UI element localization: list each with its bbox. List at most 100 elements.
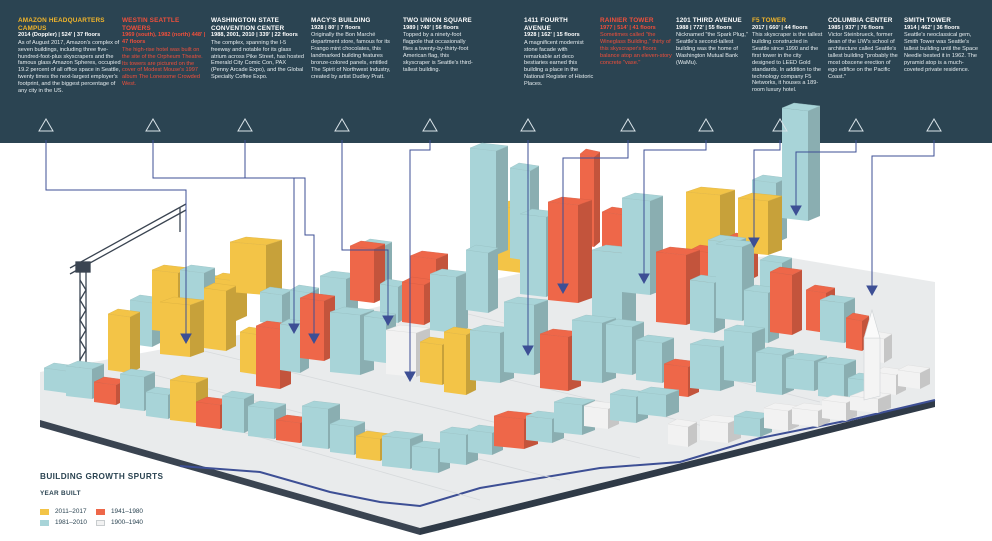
legend-title: BUILDING GROWTH SPURTS — [40, 472, 164, 481]
callout-smith-tower: SMITH TOWER 1914 | 462' | 36 floors Seat… — [904, 17, 978, 74]
building — [637, 386, 680, 417]
callout-description: Topped by a ninety-foot flagpole that oc… — [403, 32, 473, 73]
legend: BUILDING GROWTH SPURTS YEAR BUILT 2011–2… — [40, 472, 164, 526]
leader-line — [45, 140, 187, 342]
leader-arrow — [180, 333, 192, 345]
callout-triangle — [848, 118, 864, 132]
legend-swatch-yellow — [40, 508, 49, 515]
callout-description: Originally the Bon Marché department sto… — [311, 32, 391, 80]
callout-meta: 1985 | 937' | 76 floors — [828, 24, 884, 31]
leader-lines — [45, 140, 935, 383]
building — [539, 328, 582, 391]
callout-title: AMAZON HEADQUARTERS CAMPUS — [18, 17, 105, 32]
building — [349, 240, 386, 303]
callout-description: Sometimes called "the Wineglass Building… — [600, 32, 672, 66]
callout-triangle — [926, 118, 942, 132]
construction-crane — [69, 203, 187, 368]
legend-item: 2011–2017 — [40, 508, 87, 515]
smith-tower-shape — [863, 308, 881, 401]
callout-meta: 1969 (south), 1982 (north) 448' | 47 flo… — [122, 32, 206, 46]
header-band — [0, 0, 992, 143]
legend-label: 1941–1980 — [111, 508, 143, 515]
legend-item: 1941–1980 — [96, 508, 143, 515]
callout-title: 1201 THIRD AVENUE — [676, 17, 742, 24]
callout-f5-tower: F5 TOWER 2017 | 660' | 44 floors This sk… — [752, 17, 824, 94]
building — [107, 308, 141, 373]
building — [469, 142, 509, 255]
callout-description: As of August 2017, Amazon's complex of s… — [18, 39, 121, 95]
callout-description: A magnificent modernist stone facade wit… — [524, 39, 594, 88]
building — [119, 368, 156, 411]
callout-triangle — [145, 118, 161, 132]
callout-description: The high-rise hotel was built on the sit… — [122, 46, 203, 88]
callout-meta: 2014 (Doppler) | 524' | 37 floors — [18, 32, 101, 39]
leader-arrow — [382, 315, 394, 327]
callout-rainier-tower: RAINIER TOWER 1977 | 514' | 41 floors So… — [600, 17, 672, 67]
callout-title: SMITH TOWER — [904, 17, 951, 24]
leader-line — [409, 140, 431, 380]
callout-triangle — [334, 118, 350, 132]
callout-title: RAINIER TOWER — [600, 17, 654, 24]
building — [667, 418, 698, 447]
callout-description: The complex, spanning the I-5 freeway an… — [211, 39, 304, 81]
callout-triangle — [237, 118, 253, 132]
building — [299, 292, 336, 361]
leader-arrow — [288, 323, 300, 335]
callout-macys-building: MACY'S BUILDING 1928 | 80' | 7 floors Or… — [311, 17, 397, 80]
legend-item: 1900–1940 — [96, 519, 143, 526]
leader-line — [562, 140, 629, 292]
callout-description: Seattle's neoclassical gem, Smith Tower … — [904, 32, 979, 73]
building — [849, 390, 892, 413]
callout-meta: 1988, 2001, 2010 | 339' | 22 floors — [211, 32, 298, 39]
legend-item: 1981–2010 — [40, 519, 87, 526]
callout-triangle — [698, 118, 714, 132]
callout-triangle — [620, 118, 636, 132]
building — [259, 286, 293, 325]
leader-arrow — [522, 345, 534, 357]
callout-meta: 1914 | 462' | 36 floors — [904, 24, 960, 31]
legend-label: 1981–2010 — [55, 519, 87, 526]
leader-line — [795, 140, 857, 214]
callout-meta: 1988 | 772' | 55 floors — [676, 24, 732, 31]
callout-title: F5 TOWER — [752, 17, 787, 24]
building — [769, 266, 803, 335]
building — [547, 196, 593, 303]
leader-arrow — [790, 205, 802, 217]
legend-swatch-red — [96, 508, 105, 515]
callout-convention-center: WASHINGTON STATE CONVENTION CENTER 1988,… — [211, 17, 305, 81]
building — [401, 276, 435, 325]
building — [203, 282, 237, 351]
leader-arrow — [557, 283, 569, 295]
callout-title: 1411 FOURTH AVENUE — [524, 17, 568, 32]
legend-label: 1900–1940 — [111, 519, 143, 526]
callout-title: MACY'S BUILDING — [311, 17, 371, 24]
callout-meta: 1977 | 514' | 41 floors — [600, 24, 656, 31]
building — [465, 244, 499, 313]
callout-description: This skyscraper is the tallest building … — [752, 32, 823, 94]
callout-1201-third-avenue: 1201 THIRD AVENUE 1988 | 772' | 55 floor… — [676, 17, 748, 67]
callout-title: WASHINGTON STATE CONVENTION CENTER — [211, 17, 285, 32]
callout-two-union-square: TWO UNION SQUARE 1989 | 740' | 56 floors… — [403, 17, 473, 74]
callout-meta: 1928 | 80' | 7 floors — [311, 24, 361, 31]
building — [429, 268, 469, 333]
leader-arrow — [638, 273, 650, 285]
building — [605, 318, 645, 375]
callout-description: Victor Steinbrueck, former dean of the U… — [828, 32, 898, 80]
city-base-front — [40, 420, 420, 535]
leader-line — [871, 140, 935, 294]
building — [699, 414, 742, 443]
leader-arrow — [748, 237, 760, 249]
callout-triangle — [38, 118, 54, 132]
leader-line — [341, 140, 389, 324]
leader-arrow — [866, 285, 878, 297]
leader-line — [643, 140, 707, 282]
buildings — [43, 102, 931, 473]
callout-meta: 2017 | 660' | 44 floors — [752, 24, 808, 31]
leader-arrow — [308, 333, 320, 345]
callout-triangle — [772, 118, 788, 132]
leader-line — [152, 140, 315, 342]
building — [229, 236, 283, 295]
callout-meta: 1928 | 162' | 15 floors — [524, 32, 580, 39]
leader-arrow — [404, 371, 416, 383]
